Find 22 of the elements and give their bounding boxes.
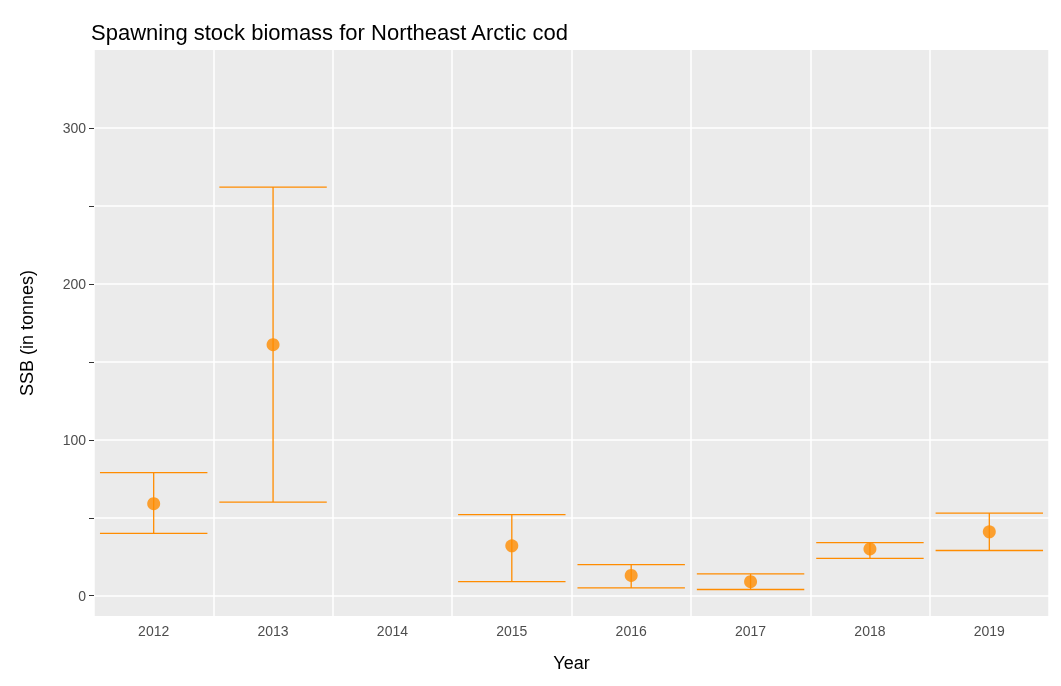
point bbox=[624, 568, 638, 582]
point bbox=[982, 525, 996, 539]
chart-title: Spawning stock biomass for Northeast Arctic cod bbox=[91, 19, 568, 45]
point bbox=[266, 338, 280, 352]
x-tick-label: 2019 bbox=[973, 623, 1006, 639]
x-tick-label: 2013 bbox=[257, 623, 289, 639]
x-tick-label: 2014 bbox=[376, 623, 409, 639]
x-tick-label: 2016 bbox=[615, 623, 647, 639]
y-tick-label: 100 bbox=[62, 431, 87, 448]
point bbox=[505, 539, 519, 553]
x-tick-label: 2015 bbox=[496, 623, 528, 639]
y-tick-label: 0 bbox=[78, 587, 87, 604]
x-axis-title: Year bbox=[553, 653, 590, 673]
point bbox=[744, 575, 758, 589]
x-tick-label: 2017 bbox=[734, 623, 767, 639]
point bbox=[863, 542, 877, 556]
x-tick-label: 2012 bbox=[138, 623, 170, 639]
x-tick-label: 2018 bbox=[854, 623, 886, 639]
y-tick-label: 200 bbox=[62, 275, 87, 292]
y-tick-label: 300 bbox=[62, 119, 87, 136]
point bbox=[147, 497, 161, 511]
y-axis-title: SSB (in tonnes) bbox=[17, 269, 37, 397]
